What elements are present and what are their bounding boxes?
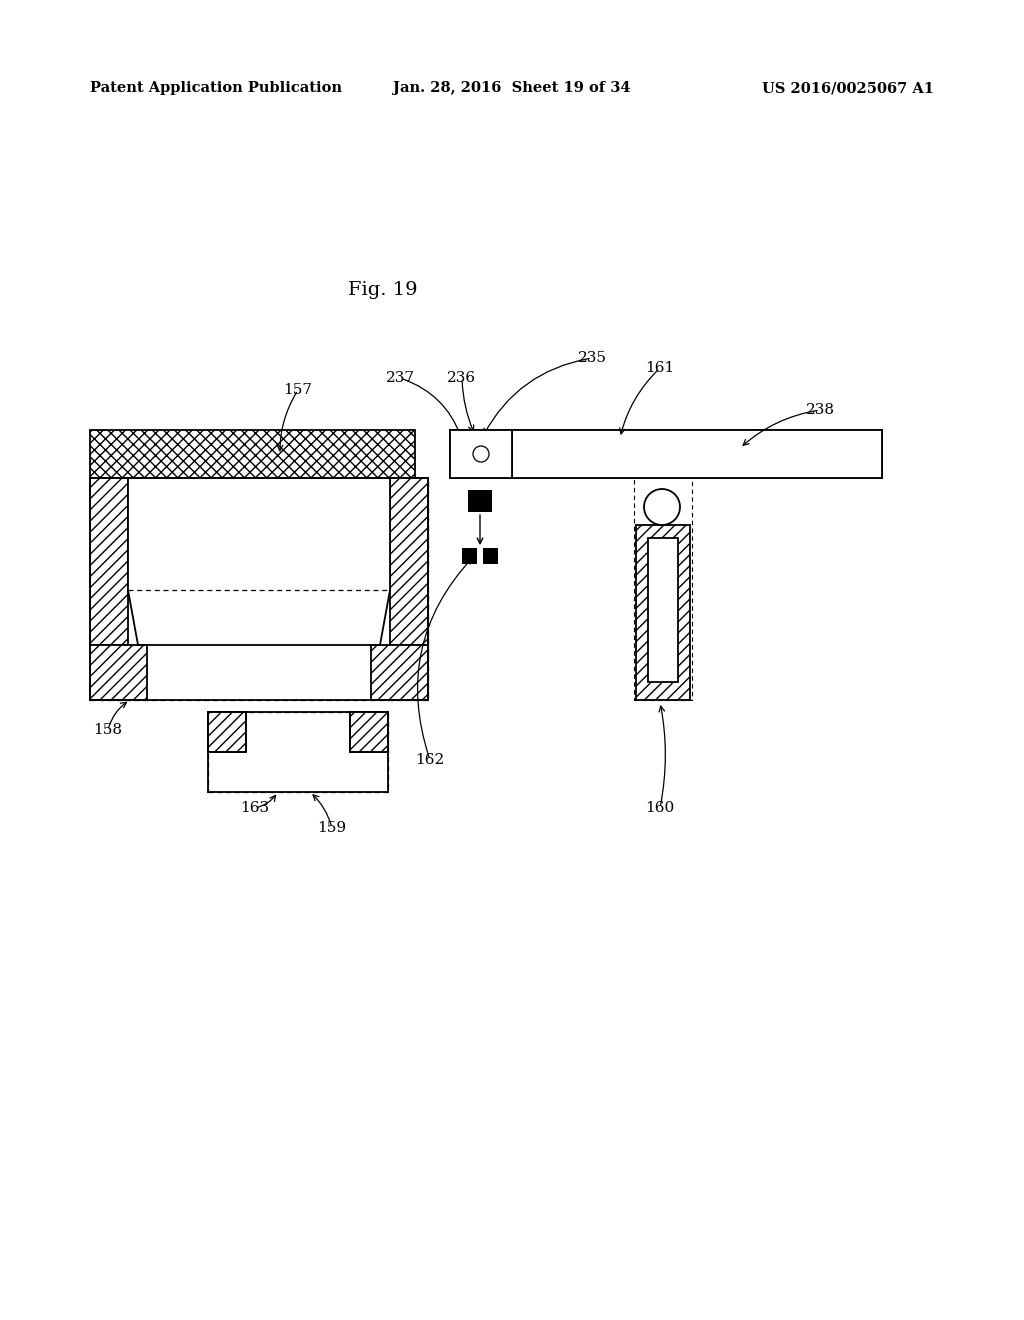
Bar	[90, 645, 147, 700]
Text: 162: 162	[416, 752, 444, 767]
Bar	[371, 645, 428, 700]
Bar	[90, 478, 428, 700]
Bar	[128, 478, 390, 590]
Bar	[208, 711, 388, 792]
Bar	[636, 525, 690, 700]
Text: Fig. 19: Fig. 19	[348, 281, 418, 300]
Bar	[208, 711, 246, 752]
Bar	[208, 711, 246, 752]
Bar	[483, 548, 498, 564]
Bar	[90, 478, 128, 645]
Bar	[90, 430, 415, 478]
Text: Jan. 28, 2016  Sheet 19 of 34: Jan. 28, 2016 Sheet 19 of 34	[393, 81, 631, 95]
Bar	[468, 490, 492, 512]
Text: 163: 163	[241, 801, 269, 814]
Text: 160: 160	[645, 801, 675, 814]
Text: 157: 157	[284, 383, 312, 397]
Bar	[450, 430, 882, 478]
Bar	[350, 711, 388, 752]
Text: 161: 161	[645, 360, 675, 375]
Text: 158: 158	[93, 723, 123, 737]
Text: 235: 235	[578, 351, 606, 366]
Bar	[450, 430, 512, 478]
Bar	[390, 478, 428, 645]
Bar	[634, 465, 692, 700]
Text: Patent Application Publication: Patent Application Publication	[90, 81, 342, 95]
Text: 238: 238	[806, 403, 835, 417]
Text: 159: 159	[317, 821, 346, 836]
Bar	[648, 539, 678, 682]
Bar	[512, 430, 882, 478]
Bar	[210, 714, 386, 789]
Bar	[462, 548, 477, 564]
Bar	[350, 711, 388, 752]
Text: 237: 237	[385, 371, 415, 385]
Text: US 2016/0025067 A1: US 2016/0025067 A1	[762, 81, 934, 95]
Text: 236: 236	[447, 371, 476, 385]
